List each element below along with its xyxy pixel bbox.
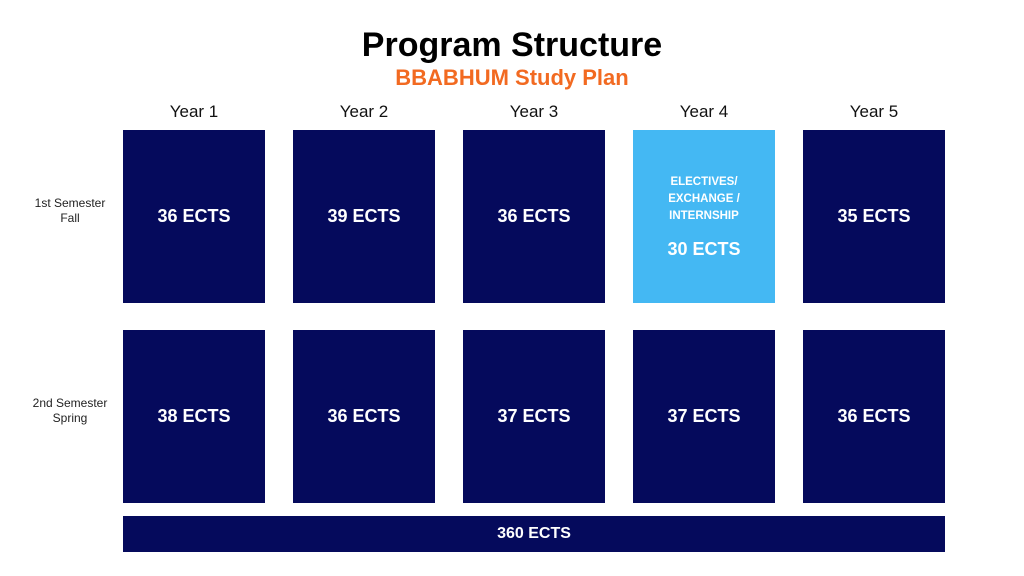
cell-text: 36 ECTS: [157, 206, 231, 226]
cell-text: 37 ECTS: [497, 406, 571, 426]
row-label-line: Fall: [60, 211, 80, 225]
cell: 36 ECTS: [803, 330, 945, 503]
cell: 38 ECTS: [123, 330, 265, 503]
cell-text: 36 ECTS: [327, 406, 401, 426]
cell: 36 ECTS: [123, 130, 265, 303]
column-label: Year 4: [679, 102, 729, 121]
cell: 39 ECTS: [293, 130, 435, 303]
column-label: Year 5: [849, 102, 899, 121]
cell-note-line: EXCHANGE /: [668, 192, 740, 205]
column-label: Year 1: [169, 102, 219, 121]
row-label: 2nd Semester Spring: [10, 396, 130, 426]
column-label: Year 3: [509, 102, 559, 121]
cell-note: ELECTIVES/EXCHANGE / INTERNSHIP: [668, 174, 740, 225]
cell-text: 39 ECTS: [327, 206, 401, 226]
cell-text: 36 ECTS: [837, 406, 911, 426]
cell-text: 36 ECTS: [497, 206, 571, 226]
cell: 36 ECTS: [293, 330, 435, 503]
cell: 37 ECTS: [463, 330, 605, 503]
cell-text: 30 ECTS: [667, 238, 741, 259]
row-label-line: 2nd Semester: [32, 396, 108, 410]
title: Program Structure: [361, 26, 663, 64]
cell: 35 ECTS: [803, 130, 945, 303]
cell-text: 35 ECTS: [837, 206, 911, 226]
cell-note-line: INTERNSHIP: [669, 209, 739, 222]
cell: 36 ECTS: [463, 130, 605, 303]
row-label-line: Spring: [52, 411, 88, 425]
cell-text: 38 ECTS: [157, 406, 231, 426]
cell-note-line: ELECTIVES/: [670, 175, 738, 188]
cell: ELECTIVES/EXCHANGE / INTERNSHIP 30 ECTS: [633, 130, 775, 303]
row-label-line: 1st Semester: [34, 196, 106, 210]
cell: 37 ECTS: [633, 330, 775, 503]
column-label: Year 2: [339, 102, 389, 121]
row-label: 1st Semester Fall: [10, 196, 130, 226]
cell-text: 37 ECTS: [667, 406, 741, 426]
total-bar: 360 ECTS: [123, 516, 945, 552]
subtitle: BBABHUM Study Plan: [395, 65, 629, 90]
